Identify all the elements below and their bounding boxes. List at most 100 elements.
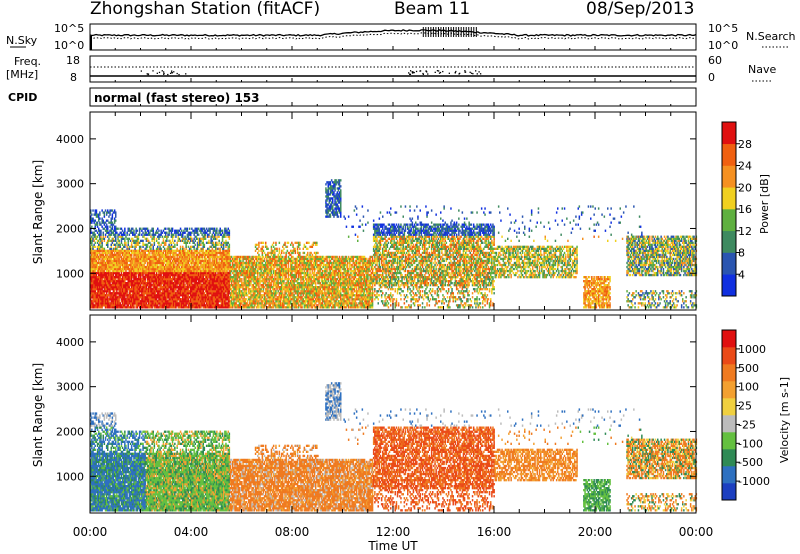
nave-dot — [157, 73, 158, 74]
power-cell — [104, 292, 106, 294]
power-cell — [118, 240, 120, 242]
power-cell — [124, 230, 126, 232]
nsky-tick-top: 10^5 — [54, 22, 84, 35]
power-cell — [97, 264, 99, 266]
power-cell — [95, 270, 97, 272]
power-cell — [104, 216, 106, 218]
power-heatmap — [90, 179, 697, 308]
power-cell — [100, 236, 102, 238]
power-cell — [100, 224, 102, 226]
power-cell — [96, 230, 98, 232]
power-cell — [97, 236, 99, 238]
power-cell — [99, 244, 101, 246]
power-cell — [107, 226, 109, 228]
cpid-text: normal (fast stereo) 153 — [94, 91, 260, 105]
power-cell — [115, 246, 117, 248]
nave-dot — [159, 72, 160, 73]
power-cell — [120, 246, 122, 248]
power-cell — [112, 218, 114, 220]
power-cell — [96, 209, 98, 211]
power-cell — [107, 244, 109, 246]
power-cell — [103, 234, 105, 236]
power-cell — [106, 224, 108, 226]
power-cell — [107, 254, 109, 256]
power-cell — [98, 240, 100, 242]
power-cell — [113, 224, 115, 226]
power-cell — [101, 242, 103, 244]
power-cell — [121, 272, 123, 274]
power-cell — [129, 248, 131, 250]
nave-dot — [440, 72, 441, 73]
power-cell — [120, 244, 122, 246]
power-cell — [111, 248, 113, 250]
power-cell — [93, 232, 95, 234]
power-cell — [115, 216, 117, 218]
power-cell — [91, 244, 93, 246]
power-cell — [115, 240, 117, 242]
power-cell — [107, 230, 109, 232]
power-cell — [103, 220, 105, 222]
power-cell — [96, 238, 98, 240]
power-cell — [108, 300, 110, 302]
power-cell — [93, 222, 95, 224]
power-cell — [95, 234, 97, 236]
power-cell — [116, 290, 118, 292]
power-cell — [101, 244, 103, 246]
nave-dot — [471, 73, 472, 74]
nave-dot — [465, 71, 466, 72]
power-cell — [109, 226, 111, 228]
power-cell — [115, 230, 117, 232]
nave-dot — [442, 71, 443, 72]
power-cell — [101, 278, 103, 280]
power-cell — [114, 222, 116, 224]
power-cell — [101, 209, 103, 211]
power-cell — [95, 220, 97, 222]
power-cell — [105, 234, 107, 236]
nave-dot — [177, 73, 178, 74]
power-cell — [115, 226, 117, 228]
nave-dot — [171, 70, 172, 71]
power-cell — [108, 238, 110, 240]
power-cell — [99, 214, 101, 216]
power-cell — [109, 290, 111, 292]
power-cell — [116, 242, 118, 244]
power-cell — [115, 278, 117, 280]
power-cell — [103, 236, 105, 238]
power-cell — [104, 270, 106, 272]
power-cell — [97, 232, 99, 234]
freq-label-1: Freq. — [14, 55, 41, 68]
nave-dot — [427, 73, 428, 74]
power-cell — [98, 216, 100, 218]
power-cell — [126, 232, 128, 234]
nave-dot — [167, 74, 168, 75]
power-cell — [99, 222, 101, 224]
nsky-tick-bottom: 10^0 — [54, 39, 84, 52]
nave-dot — [416, 71, 417, 72]
power-cell — [118, 300, 120, 302]
power-cell — [125, 270, 127, 272]
power-cell — [121, 240, 123, 242]
nave-dot — [464, 70, 465, 71]
power-cell — [96, 211, 98, 213]
power-cell — [97, 222, 99, 224]
power-cell — [95, 226, 97, 228]
power-cell — [121, 232, 123, 234]
nave-dot — [410, 70, 411, 71]
power-cell — [125, 236, 127, 238]
power-cell — [115, 214, 117, 216]
power-cell — [126, 262, 128, 264]
nave-dot — [458, 73, 459, 74]
nave-label: Nave — [748, 63, 776, 76]
power-cell — [128, 242, 130, 244]
power-cell — [104, 228, 106, 230]
power-cell — [91, 242, 93, 244]
power-cell — [112, 214, 114, 216]
power-cell — [129, 234, 131, 236]
power-cell — [115, 211, 117, 213]
power-cell — [104, 214, 106, 216]
nsearch-label: N.Search — [746, 30, 796, 43]
power-cell — [118, 298, 120, 300]
figure-title: Zhongshan Station (fitACF) — [90, 0, 320, 19]
power-cell — [129, 286, 131, 288]
power-cell — [114, 290, 116, 292]
